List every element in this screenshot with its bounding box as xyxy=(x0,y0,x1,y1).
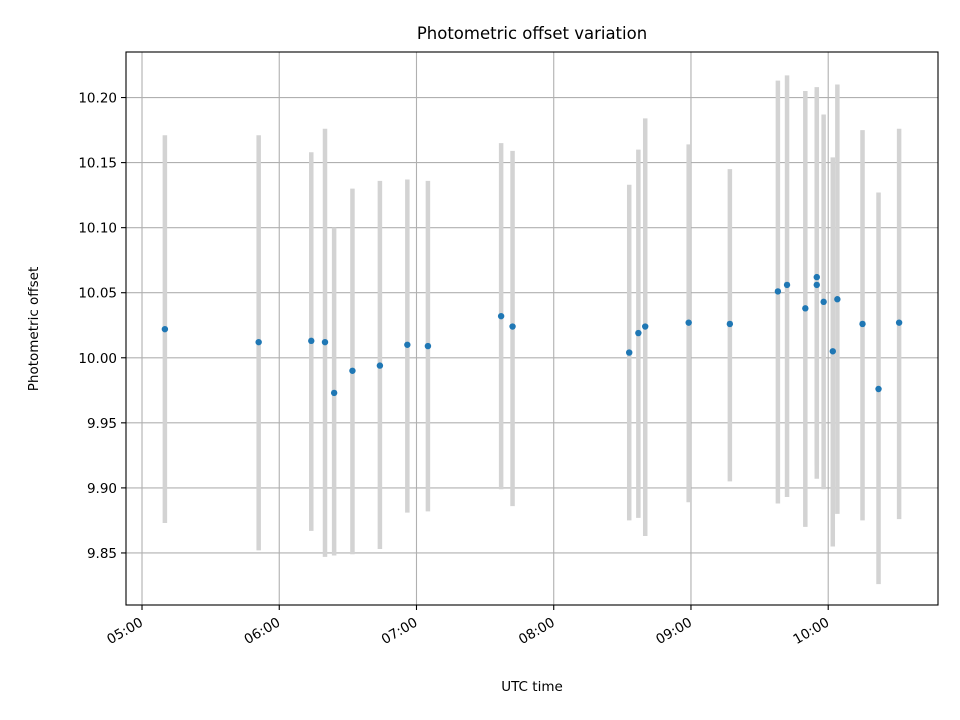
data-point xyxy=(509,323,516,330)
chart-title: Photometric offset variation xyxy=(417,24,647,43)
y-tick-label: 9.90 xyxy=(87,481,117,497)
data-point xyxy=(875,385,882,393)
y-tick-label: 10.15 xyxy=(78,156,117,172)
y-axis: 9.85 9.90 9.95 10.00 10.05 10.10 10.15 10.20 xyxy=(78,91,126,562)
data-point xyxy=(635,329,642,337)
grid xyxy=(126,52,938,605)
plot-frame xyxy=(125,51,939,606)
data-point xyxy=(626,349,633,356)
data-point xyxy=(829,348,836,355)
data-point xyxy=(834,296,841,303)
x-axis-label: UTC time xyxy=(501,679,563,695)
data-point xyxy=(685,319,692,326)
data-point xyxy=(161,325,169,333)
data-point xyxy=(321,338,329,346)
data-point xyxy=(349,367,356,374)
data-point xyxy=(802,305,809,312)
data-point xyxy=(497,312,505,320)
y-tick-label: 10.20 xyxy=(78,91,117,107)
data-point xyxy=(376,362,384,369)
data-point xyxy=(726,320,734,328)
y-tick-label: 9.95 xyxy=(87,416,117,432)
data-point xyxy=(330,389,338,397)
data-point xyxy=(774,288,782,295)
y-axis-label: Photometric offset xyxy=(26,267,42,391)
data-point xyxy=(820,298,827,306)
data-points xyxy=(161,273,903,397)
y-tick-label: 10.00 xyxy=(78,351,117,367)
data-point xyxy=(404,341,411,348)
data-point xyxy=(783,281,791,289)
data-point xyxy=(308,337,315,345)
data-point xyxy=(895,319,903,326)
data-point xyxy=(642,323,649,330)
data-point xyxy=(255,338,262,346)
y-tick-label: 10.10 xyxy=(78,221,117,237)
data-point xyxy=(859,320,866,328)
y-tick-label: 10.05 xyxy=(78,286,117,302)
data-point xyxy=(424,342,432,350)
data-point xyxy=(813,281,820,289)
y-tick-label: 9.85 xyxy=(87,546,117,562)
data-point xyxy=(813,273,820,281)
